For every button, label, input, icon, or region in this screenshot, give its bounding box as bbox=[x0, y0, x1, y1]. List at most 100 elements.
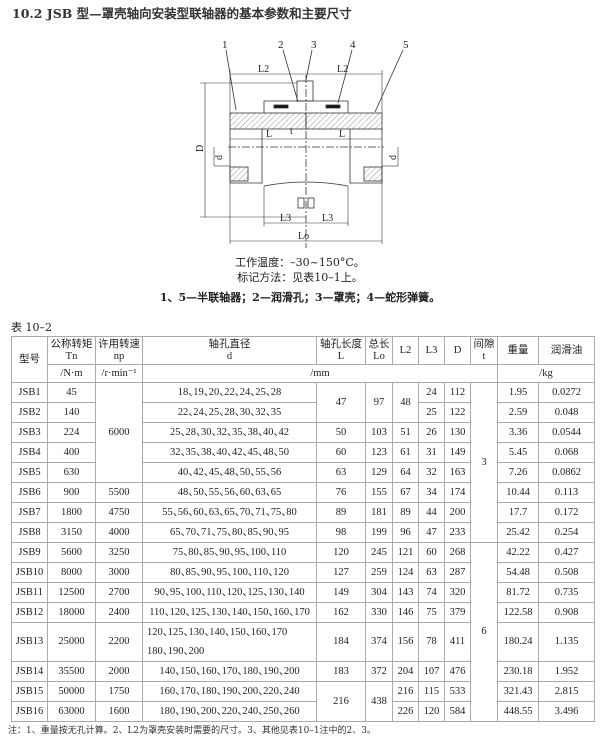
cell-model: JSB12 bbox=[11, 602, 48, 623]
table-row: JSB14 35500 2000 140、150、160、170、180、190、20… bbox=[11, 661, 595, 682]
cell-l3: 74 bbox=[418, 582, 445, 603]
cell-torque: 400 bbox=[47, 442, 96, 463]
cell-torque: 630 bbox=[47, 462, 96, 483]
cell-model: JSB1 bbox=[11, 382, 48, 403]
cell-gap: 3 bbox=[470, 382, 498, 543]
cell-lo: 372 bbox=[365, 661, 393, 682]
cell-torque: 3150 bbox=[47, 522, 96, 543]
cell-oil: 0.0272 bbox=[538, 382, 595, 403]
unit-speed: /r·min⁻¹ bbox=[95, 364, 143, 383]
cell-speed: 3000 bbox=[95, 562, 143, 583]
dim-label-l2-right: L2 bbox=[337, 64, 348, 75]
cell-weight: 81.72 bbox=[497, 582, 539, 603]
cell-torque: 12500 bbox=[47, 582, 96, 603]
cell-weight: 230.18 bbox=[497, 661, 539, 682]
cell-d: 80、85、90、95、100、110、120 bbox=[142, 562, 317, 583]
dim-label-d-right: d bbox=[388, 155, 399, 160]
dim-label-l2-left: L2 bbox=[258, 64, 269, 75]
cell-l3: 24 bbox=[418, 382, 445, 403]
cell-model: JSB2 bbox=[11, 402, 48, 423]
temperature-caption: 工作温度：–30~150°C。 bbox=[235, 256, 365, 269]
hub-flange-right bbox=[305, 112, 383, 130]
cell-oil: 0.048 bbox=[538, 402, 595, 423]
unit-kg: /kg bbox=[497, 364, 595, 383]
cell-l3: 26 bbox=[418, 422, 445, 443]
cell-speed: 2000 bbox=[95, 661, 143, 682]
header-gap: 间隙 t bbox=[470, 336, 498, 365]
cell-d: 200 bbox=[444, 502, 471, 523]
table-label: 表 10–2 bbox=[11, 321, 52, 334]
cell-l3: 60 bbox=[418, 542, 445, 563]
cell-l: 98 bbox=[316, 522, 366, 543]
cell-d: 180、190、200、220、240、250、260 bbox=[142, 701, 317, 722]
cell-l3: 34 bbox=[418, 482, 445, 503]
cell-l2: 156 bbox=[392, 622, 419, 662]
cell-oil: 0.735 bbox=[538, 582, 595, 603]
cell-model: JSB14 bbox=[11, 661, 48, 682]
cell-model: JSB13 bbox=[11, 622, 48, 662]
dim-label-l-left: L bbox=[266, 129, 272, 140]
cell-l3: 63 bbox=[418, 562, 445, 583]
cell-model: JSB9 bbox=[11, 542, 48, 563]
cell-d: 287 bbox=[444, 562, 471, 583]
cell-speed: 1600 bbox=[95, 701, 143, 722]
cell-d: 174 bbox=[444, 482, 471, 503]
cell-l2: 146 bbox=[392, 602, 419, 623]
parts-caption: 1、5—半联轴器；2—润滑孔；3—罩壳；4—蛇形弹簧。 bbox=[159, 291, 441, 304]
cell-torque: 18000 bbox=[47, 602, 96, 623]
dimension-lines bbox=[200, 70, 399, 244]
cell-l: 162 bbox=[316, 602, 366, 623]
cell-l: 60 bbox=[316, 442, 366, 463]
cell-l3: 32 bbox=[418, 462, 445, 483]
hub-flange-left bbox=[229, 112, 307, 130]
cell-d: 65、70、71、75、80、85、90、95 bbox=[142, 522, 317, 543]
dim-label-d-left: d bbox=[214, 155, 225, 160]
cell-torque: 140 bbox=[47, 402, 96, 423]
cell-d: 584 bbox=[444, 701, 471, 722]
header-bore-length: 轴孔长度 L bbox=[316, 336, 366, 365]
cell-weight: 448.55 bbox=[497, 701, 539, 722]
cell-d: 130 bbox=[444, 422, 471, 443]
cell-d: 75、80、85、90、95、100、110 bbox=[142, 542, 317, 563]
header-lubricant: 润滑油 bbox=[538, 336, 595, 365]
cell-lo: 155 bbox=[365, 482, 393, 503]
cell-l3: 78 bbox=[418, 622, 445, 662]
cell-weight: 1.95 bbox=[497, 382, 539, 403]
cell-l3: 25 bbox=[418, 402, 445, 423]
table-row: JSB11 12500 2700 90、95、100、110、120、125、130、… bbox=[11, 582, 595, 603]
header-speed: 许用转速 np bbox=[95, 336, 143, 365]
cell-d: 140、150、160、170、180、190、200 bbox=[142, 661, 317, 682]
table-row: JSB13 25000 2200 120、125、130、140、150、160、17… bbox=[11, 622, 595, 662]
cell-speed: 4750 bbox=[95, 502, 143, 523]
table-row: JSB4 400 32、35、38、40、42、45、48、50 60 123 61 31 1… bbox=[11, 442, 595, 463]
cell-oil: 0.0544 bbox=[538, 422, 595, 443]
cell-model: JSB6 bbox=[11, 482, 48, 503]
dim-label-d-outer: D bbox=[195, 145, 206, 152]
cell-weight: 2.59 bbox=[497, 402, 539, 423]
cell-oil: 0.113 bbox=[538, 482, 595, 503]
table-row: JSB12 18000 2400 110、120、125、130、140、150、16… bbox=[11, 602, 595, 623]
table-section: 型号 公称转矩 Tn 许用转速 np 轴孔直径 d 轴孔长度 L 总长 Lo L… bbox=[8, 336, 596, 737]
header-l2: L2 bbox=[392, 336, 419, 365]
cell-l: 76 bbox=[316, 482, 366, 503]
cell-l: 149 bbox=[316, 582, 366, 603]
cell-lo: 330 bbox=[365, 602, 393, 623]
cell-torque: 45 bbox=[47, 382, 96, 403]
cell-torque: 900 bbox=[47, 482, 96, 503]
part-label-3: 3 bbox=[311, 39, 317, 51]
cell-lo: 181 bbox=[365, 502, 393, 523]
cell-oil: 0.427 bbox=[538, 542, 595, 563]
cell-oil: 0.0862 bbox=[538, 462, 595, 483]
cell-model: JSB11 bbox=[11, 582, 48, 603]
cell-torque: 50000 bbox=[47, 681, 96, 702]
cell-l: 63 bbox=[316, 462, 366, 483]
cell-weight: 54.48 bbox=[497, 562, 539, 583]
part-label-2: 2 bbox=[278, 39, 284, 51]
part-label-1: 1 bbox=[222, 39, 228, 51]
dim-label-t: t bbox=[290, 126, 293, 137]
cell-weight: 42.22 bbox=[497, 542, 539, 563]
cell-l: 184 bbox=[316, 622, 366, 662]
table-row: JSB5 630 40、42、45、48、50、55、56 63 129 64 32 163 7… bbox=[11, 462, 595, 483]
table-row: JSB16 63000 1600 180、190、200、220、240、250、26… bbox=[11, 701, 595, 722]
cell-lo: 245 bbox=[365, 542, 393, 563]
